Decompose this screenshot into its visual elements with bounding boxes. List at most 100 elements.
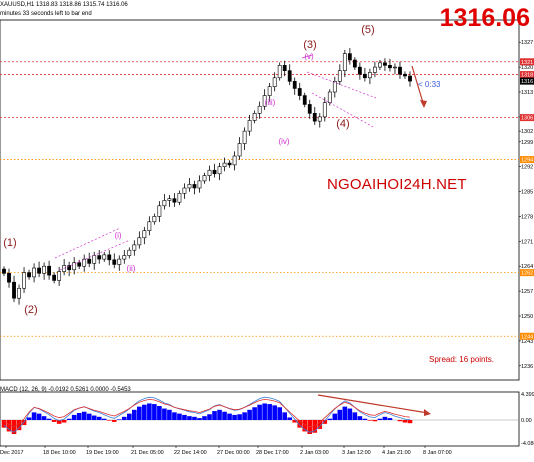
- time-tick-label: 2 Jan 03:00: [300, 450, 329, 456]
- macd-bar: [71, 414, 77, 420]
- candle-body: [212, 169, 217, 175]
- price-tag-label: 1306: [521, 116, 533, 122]
- candle-body: [72, 262, 77, 271]
- candle-body: [67, 265, 72, 271]
- macd-bar: [66, 418, 72, 420]
- macd-bar: [56, 419, 62, 424]
- candle-body: [157, 205, 162, 217]
- candle-body: [403, 73, 407, 77]
- macd-bar: [357, 416, 363, 420]
- candle-body: [182, 187, 187, 194]
- candle-body: [297, 88, 302, 96]
- macd-bar: [31, 412, 37, 420]
- candle-body: [247, 120, 252, 132]
- channel-line: [59, 239, 131, 271]
- price-tick-label: 1292: [521, 165, 533, 171]
- macd-bar: [6, 419, 12, 432]
- candle-body: [347, 53, 352, 61]
- candle-body: [237, 143, 242, 157]
- candle-body: [272, 77, 277, 87]
- macd-bar: [292, 419, 298, 423]
- price-tag-label: 1262: [521, 271, 533, 277]
- macd-bar: [297, 419, 303, 428]
- time-tick-label: Dec 2017: [0, 450, 24, 456]
- macd-bar: [257, 404, 262, 420]
- macd-bar: [217, 409, 222, 420]
- macd-bar: [162, 408, 167, 420]
- price-tag: [520, 269, 534, 277]
- macd-bar: [352, 412, 358, 420]
- macd-bar: [312, 419, 318, 433]
- candle-body: [162, 200, 167, 207]
- candle-body: [322, 102, 327, 118]
- price-tick-label: 1285: [521, 190, 533, 196]
- waves-layer: (1) (2) (3) (4) (5) (i) (ii) (iii) (iv) (v): [3, 24, 427, 316]
- price-tick-label: 1299: [521, 140, 533, 146]
- macd-bar: [347, 408, 353, 420]
- candle-body: [52, 274, 57, 281]
- price-axis: 1327 1320 1313 1306 1302 1299 1292 1285 1278 1271…: [519, 40, 534, 370]
- macd-bar: [111, 419, 117, 422]
- macd-bar: [121, 416, 127, 420]
- macd-bar: [227, 413, 232, 420]
- macd-bar: [61, 419, 67, 423]
- time-tick-label: 28 Dec 17:00: [256, 450, 289, 456]
- price-tag-label: 1294: [521, 158, 533, 164]
- macd-bar: [177, 413, 182, 420]
- candle-body: [82, 258, 87, 267]
- macd-bar: [76, 412, 82, 420]
- candle-body: [332, 81, 337, 93]
- macd-bar: [51, 419, 57, 422]
- macd-bar: [106, 419, 112, 421]
- macd-bar: [327, 418, 333, 420]
- candle-body: [117, 258, 122, 265]
- macd-bar: [232, 414, 237, 420]
- channel-line: [301, 54, 313, 59]
- wave-label-main: (4): [336, 118, 349, 130]
- candle-body: [352, 59, 357, 68]
- macd-bar: [116, 419, 122, 420]
- macd-signal-red: [3, 398, 411, 428]
- price-tag: [520, 58, 534, 66]
- channel-line: [311, 92, 376, 129]
- watermark: NGOAIHOI24H.NET: [327, 176, 467, 193]
- price-tick-label: 1250: [521, 314, 533, 320]
- macd-bar: [382, 416, 388, 420]
- candle-body: [312, 113, 317, 122]
- candle-body: [282, 65, 287, 71]
- wave-label-main: (3): [303, 39, 316, 51]
- time-axis: Dec 2017 18 Dec 10:00 19 Dec 19:00 21 Dec 0…: [0, 446, 452, 456]
- macd-bar: [182, 414, 187, 420]
- macd-bar: [322, 419, 328, 424]
- macd-bar: [167, 409, 172, 420]
- candle-body: [267, 86, 272, 96]
- macd-bar: [247, 409, 252, 420]
- candle-body: [17, 287, 21, 299]
- macd-bar: [152, 404, 157, 420]
- macd-axis-label: -4.0863: [521, 441, 534, 447]
- candle-body: [277, 65, 282, 79]
- price-tag-label: 1244: [521, 334, 533, 340]
- wave-label-sub: (iv): [278, 137, 289, 146]
- candle-body: [362, 73, 367, 79]
- macd-bar: [91, 415, 97, 420]
- macd-bar: [157, 405, 162, 420]
- macd-bar: [192, 416, 197, 420]
- macd-bar: [202, 416, 207, 420]
- candle-body: [207, 169, 212, 176]
- candle-body: [7, 273, 11, 283]
- macd-bar: [222, 411, 227, 420]
- candle-body: [262, 95, 267, 107]
- macd-bar: [407, 419, 413, 424]
- levels-layer: [0, 19, 520, 381]
- candle-body: [252, 113, 257, 121]
- candle-body: [112, 259, 117, 265]
- macd-bar: [402, 419, 408, 423]
- macd-bar: [272, 405, 277, 420]
- spread-text: Spread: 16 points.: [429, 355, 494, 364]
- macd-bar: [142, 404, 147, 420]
- macd-bar: [367, 419, 373, 421]
- macd-bar: [267, 404, 272, 420]
- time-tick-label: 3 Jan 12:00: [342, 450, 371, 456]
